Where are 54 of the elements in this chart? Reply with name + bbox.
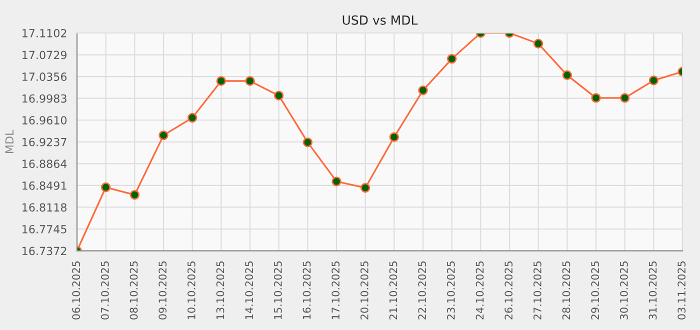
x-tick-label: 26.10.2025 — [504, 261, 513, 320]
point — [100, 182, 111, 192]
x-tick-label: 16.10.2025 — [302, 261, 311, 320]
point — [418, 85, 428, 96]
y-tick-label: 16.9983 — [22, 94, 66, 103]
x-tick-label: 22.10.2025 — [418, 261, 426, 320]
x-tick-label: 28.10.2025 — [562, 261, 570, 320]
y-tick-label: 16.8864 — [22, 160, 67, 168]
point — [648, 76, 659, 86]
x-tick-label: 15.10.2025 — [274, 261, 282, 320]
point — [130, 190, 140, 200]
y-tick-label: 17.0729 — [22, 50, 66, 60]
point — [274, 90, 284, 100]
point — [187, 112, 198, 123]
point — [591, 93, 601, 103]
x-tick-label: 24.10.2025 — [476, 261, 484, 320]
y-tick-label: 16.8118 — [22, 203, 67, 212]
x-tick-label: 23.10.2025 — [446, 261, 455, 320]
point — [360, 182, 370, 193]
point — [620, 93, 630, 103]
x-tick-label: 20.10.2025 — [360, 261, 368, 320]
x-tick-label: 07.10.2025 — [100, 261, 109, 320]
y-tick-label: 16.9237 — [22, 138, 66, 146]
point — [562, 70, 572, 80]
x-tick-label: 09.10.2025 — [158, 261, 167, 320]
y-axis-title: MDL — [5, 130, 14, 153]
x-tick-label: 14.10.2025 — [245, 261, 254, 320]
y-tick-label: 16.7745 — [22, 224, 66, 234]
point — [158, 130, 168, 140]
point — [389, 132, 400, 142]
y-tick-label: 17.0356 — [22, 72, 67, 81]
point — [302, 137, 313, 148]
point — [533, 38, 544, 48]
x-tick-label: 21.10.2025 — [389, 261, 398, 320]
point — [446, 54, 457, 64]
point — [216, 76, 226, 86]
line-series — [77, 33, 682, 251]
x-tick-label: 31.10.2025 — [648, 261, 657, 320]
x-tick-label: 30.10.2025 — [620, 261, 628, 320]
x-tick-label: 06.10.2025 — [72, 261, 80, 320]
x-tick-label: 03.11.2025 — [678, 261, 686, 320]
x-tick-label: 27.10.2025 — [533, 261, 542, 320]
x-tick-label: 13.10.2025 — [216, 261, 224, 320]
y-tick-label: 17.1102 — [22, 28, 66, 38]
x-tick-label: 17.10.2025 — [332, 261, 340, 320]
x-tick-label: 10.10.2025 — [187, 261, 196, 320]
x-tick-label: 08.10.2025 — [130, 261, 138, 320]
y-tick-label: 16.8491 — [22, 181, 66, 190]
chart-title: USD vs MDL — [342, 15, 418, 25]
y-tick-label: 16.7372 — [22, 246, 66, 256]
x-tick-label: 29.10.2025 — [591, 261, 600, 320]
point — [332, 176, 342, 186]
y-tick-label: 16.9610 — [22, 116, 67, 124]
point — [245, 76, 255, 86]
